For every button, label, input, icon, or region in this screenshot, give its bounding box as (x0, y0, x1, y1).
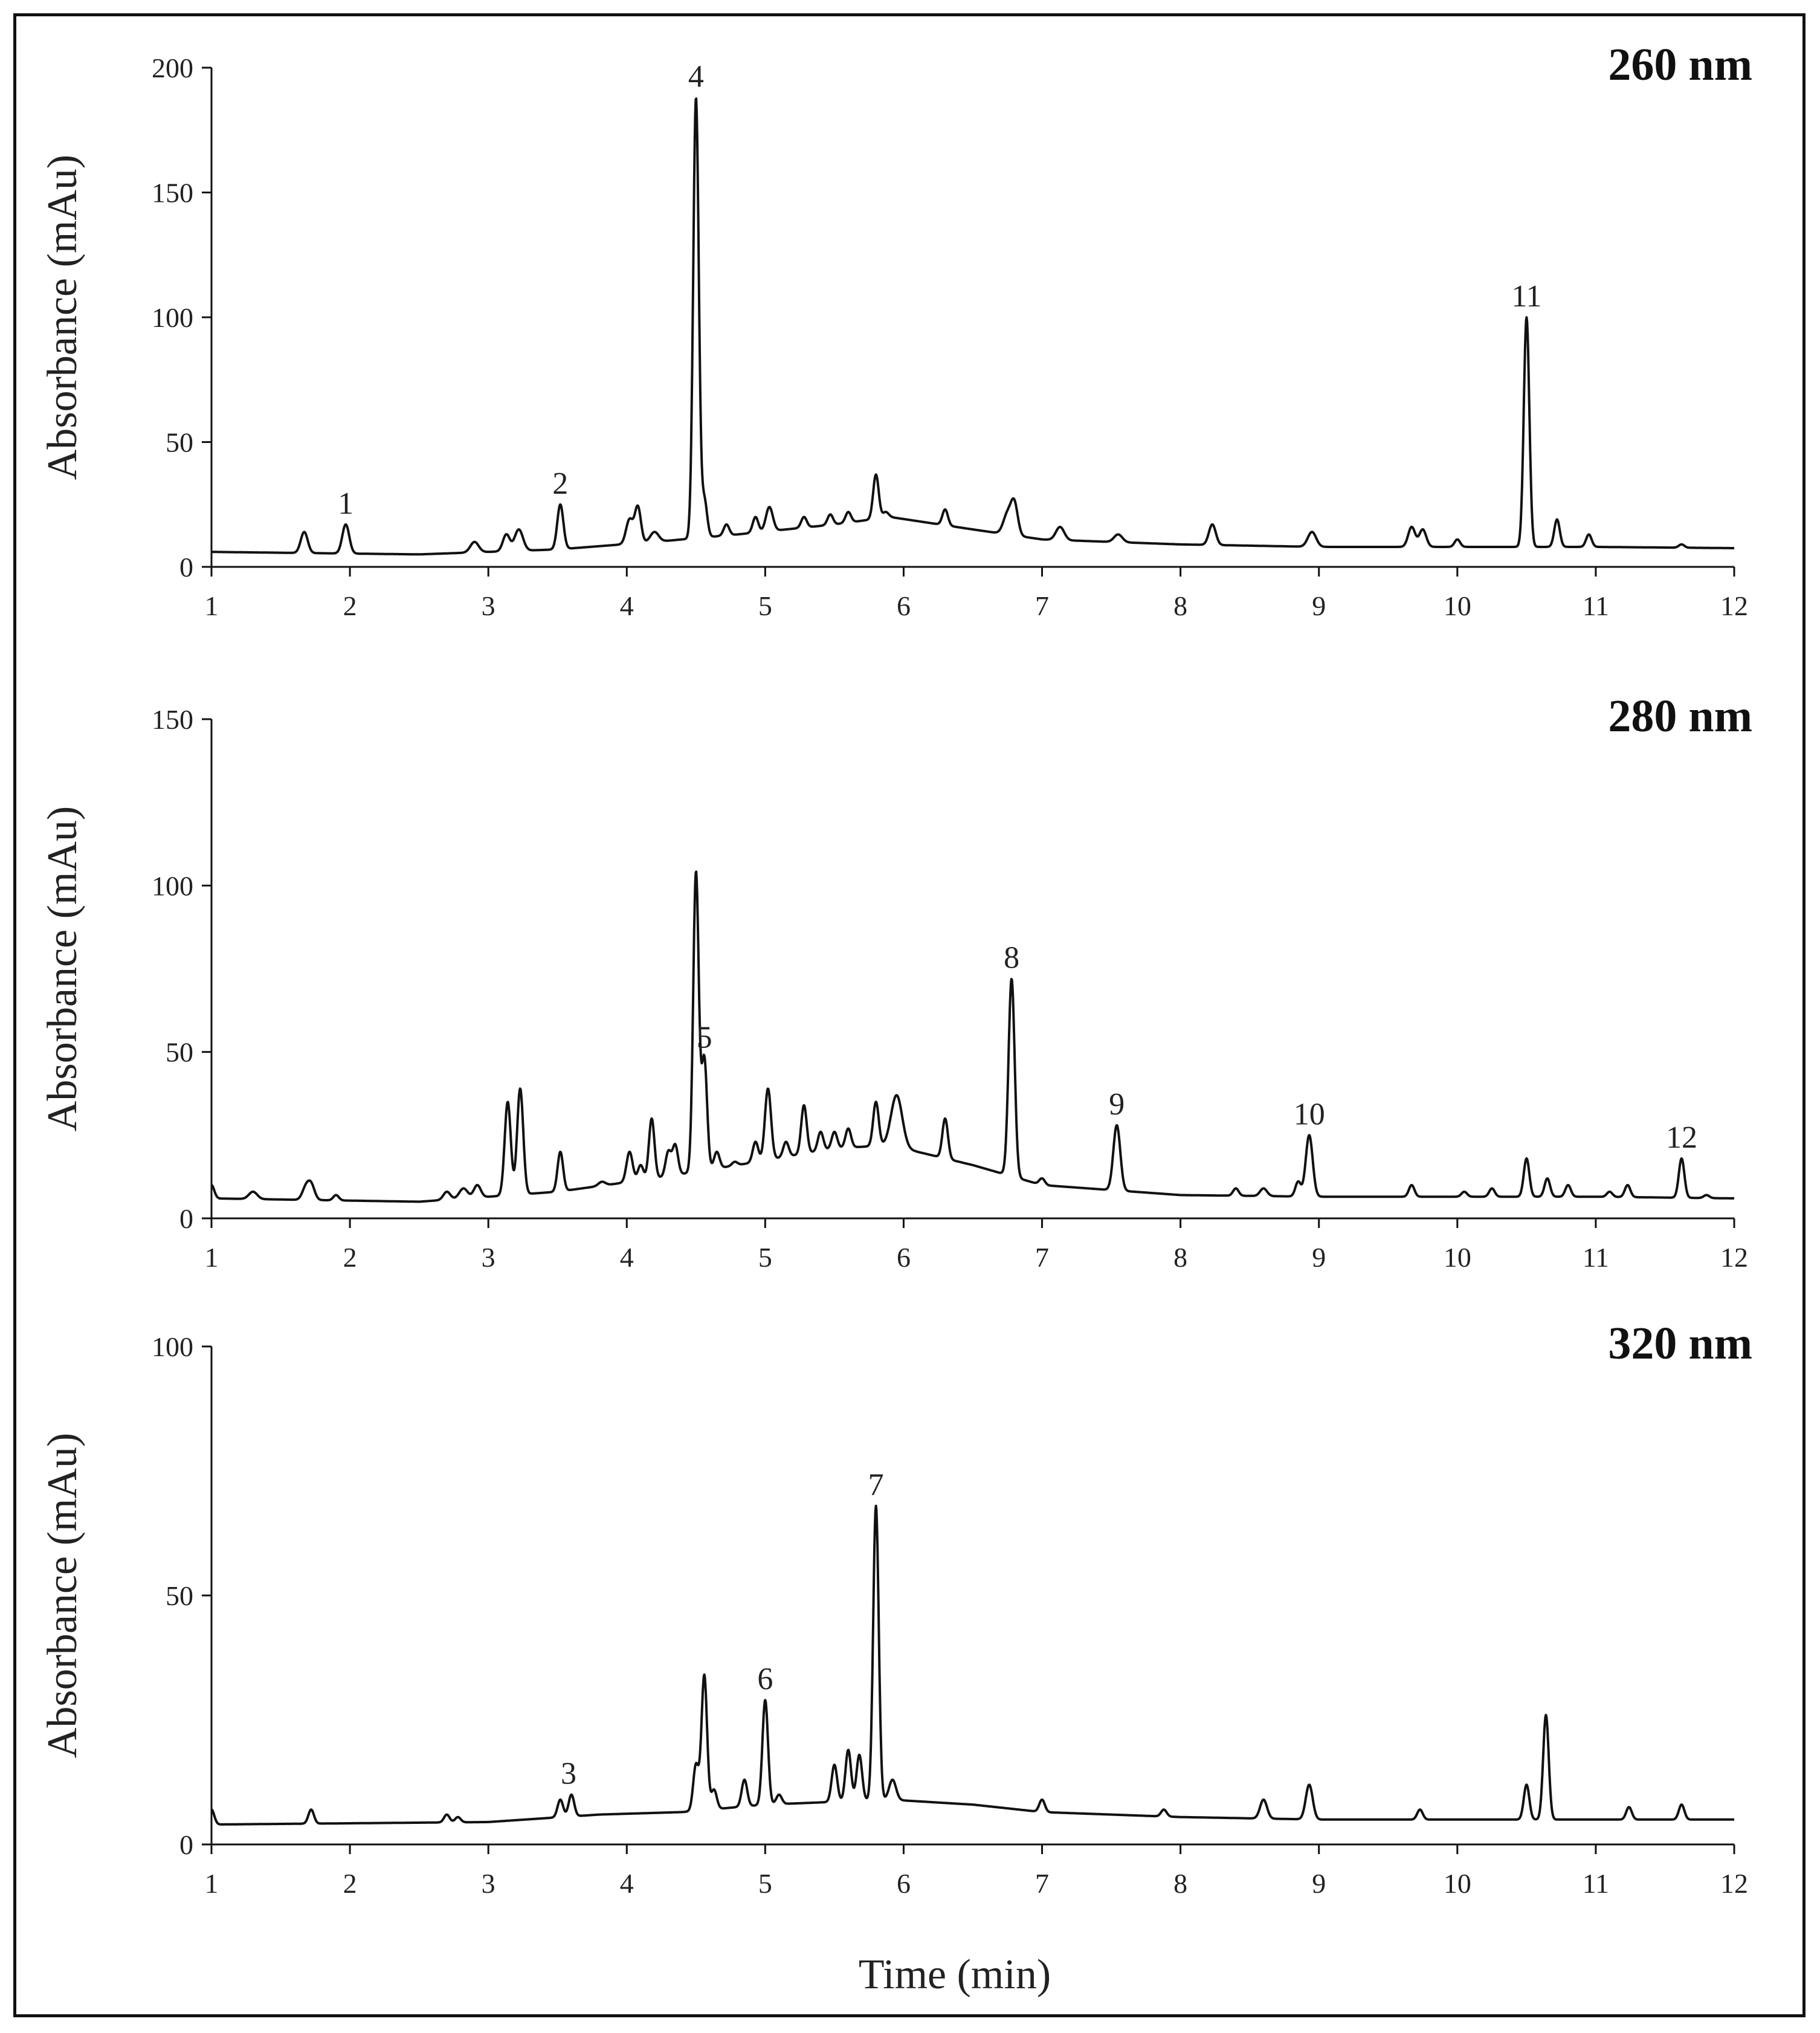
x-axis-title: Time (min) (859, 1951, 1051, 1998)
y-tick-label: 50 (166, 427, 193, 458)
y-tick-label: 50 (166, 1580, 193, 1611)
x-tick-label: 8 (1173, 590, 1187, 621)
x-tick-label: 5 (758, 1868, 772, 1899)
x-tick-label: 3 (482, 590, 495, 621)
y-tick-label: 0 (179, 1829, 193, 1860)
x-tick-label: 6 (897, 1868, 911, 1899)
x-tick-label: 6 (897, 590, 911, 621)
y-tick-label: 100 (152, 302, 193, 333)
x-tick-label: 7 (1035, 1242, 1049, 1273)
x-tick-label: 9 (1312, 590, 1326, 621)
x-tick-label: 9 (1312, 1242, 1326, 1273)
y-tick-label: 0 (179, 1203, 193, 1234)
x-tick-label: 5 (758, 590, 772, 621)
x-tick-label: 12 (1720, 590, 1748, 621)
peak-label: 12 (1666, 1120, 1697, 1155)
y-axis-title: Absorbance (mAu) (39, 806, 86, 1131)
peak-label: 11 (1511, 279, 1541, 314)
peak-label: 6 (757, 1662, 773, 1696)
peak-label: 10 (1294, 1097, 1325, 1131)
x-tick-label: 9 (1312, 1868, 1326, 1899)
x-tick-label: 8 (1173, 1242, 1187, 1273)
y-tick-label: 150 (152, 178, 193, 208)
x-tick-label: 11 (1583, 1242, 1609, 1273)
x-tick-label: 10 (1444, 1242, 1471, 1273)
x-tick-label: 3 (482, 1242, 495, 1273)
peak-label: 5 (697, 1021, 712, 1055)
x-tick-label: 10 (1444, 1868, 1471, 1899)
panel-title: 280 nm (1608, 691, 1752, 742)
x-tick-label: 7 (1035, 590, 1049, 621)
chromatogram-trace (210, 870, 1735, 1203)
x-tick-label: 1 (205, 590, 219, 621)
x-tick-label: 8 (1173, 1868, 1187, 1899)
x-tick-label: 10 (1444, 590, 1471, 621)
y-tick-label: 200 (152, 53, 193, 83)
x-tick-label: 4 (620, 1242, 634, 1273)
peak-label: 7 (868, 1468, 884, 1502)
y-tick-label: 50 (166, 1037, 193, 1068)
x-tick-label: 12 (1720, 1242, 1748, 1273)
figure-frame (13, 13, 1805, 2017)
x-tick-label: 2 (343, 1868, 357, 1899)
peak-label: 2 (552, 467, 568, 501)
peak-label: 9 (1109, 1087, 1125, 1122)
x-tick-label: 5 (758, 1242, 772, 1273)
peak-label: 1 (338, 486, 353, 521)
peak-label: 4 (688, 60, 704, 94)
x-tick-label: 11 (1583, 1868, 1609, 1899)
y-tick-label: 100 (152, 1331, 193, 1362)
x-tick-label: 12 (1720, 1868, 1748, 1899)
chromatogram-trace (210, 1504, 1735, 1826)
x-tick-label: 2 (343, 1242, 357, 1273)
x-tick-label: 1 (205, 1868, 219, 1899)
y-tick-label: 100 (152, 870, 193, 901)
x-tick-label: 2 (343, 590, 357, 621)
y-tick-label: 150 (152, 704, 193, 735)
x-tick-label: 3 (482, 1868, 495, 1899)
y-axis-title: Absorbance (mAu) (39, 1433, 86, 1758)
peak-label: 3 (561, 1757, 576, 1791)
x-tick-label: 4 (620, 590, 634, 621)
x-tick-label: 6 (897, 1242, 911, 1273)
x-tick-label: 7 (1035, 1868, 1049, 1899)
x-tick-label: 11 (1583, 590, 1609, 621)
panel-title: 320 nm (1608, 1318, 1752, 1369)
x-tick-label: 1 (205, 1242, 219, 1273)
y-tick-label: 0 (179, 552, 193, 583)
y-axis-title: Absorbance (mAu) (39, 155, 86, 480)
chromatogram-trace (210, 97, 1735, 556)
peak-label: 8 (1004, 941, 1019, 975)
x-tick-label: 4 (620, 1868, 634, 1899)
panel-title: 260 nm (1608, 39, 1752, 90)
